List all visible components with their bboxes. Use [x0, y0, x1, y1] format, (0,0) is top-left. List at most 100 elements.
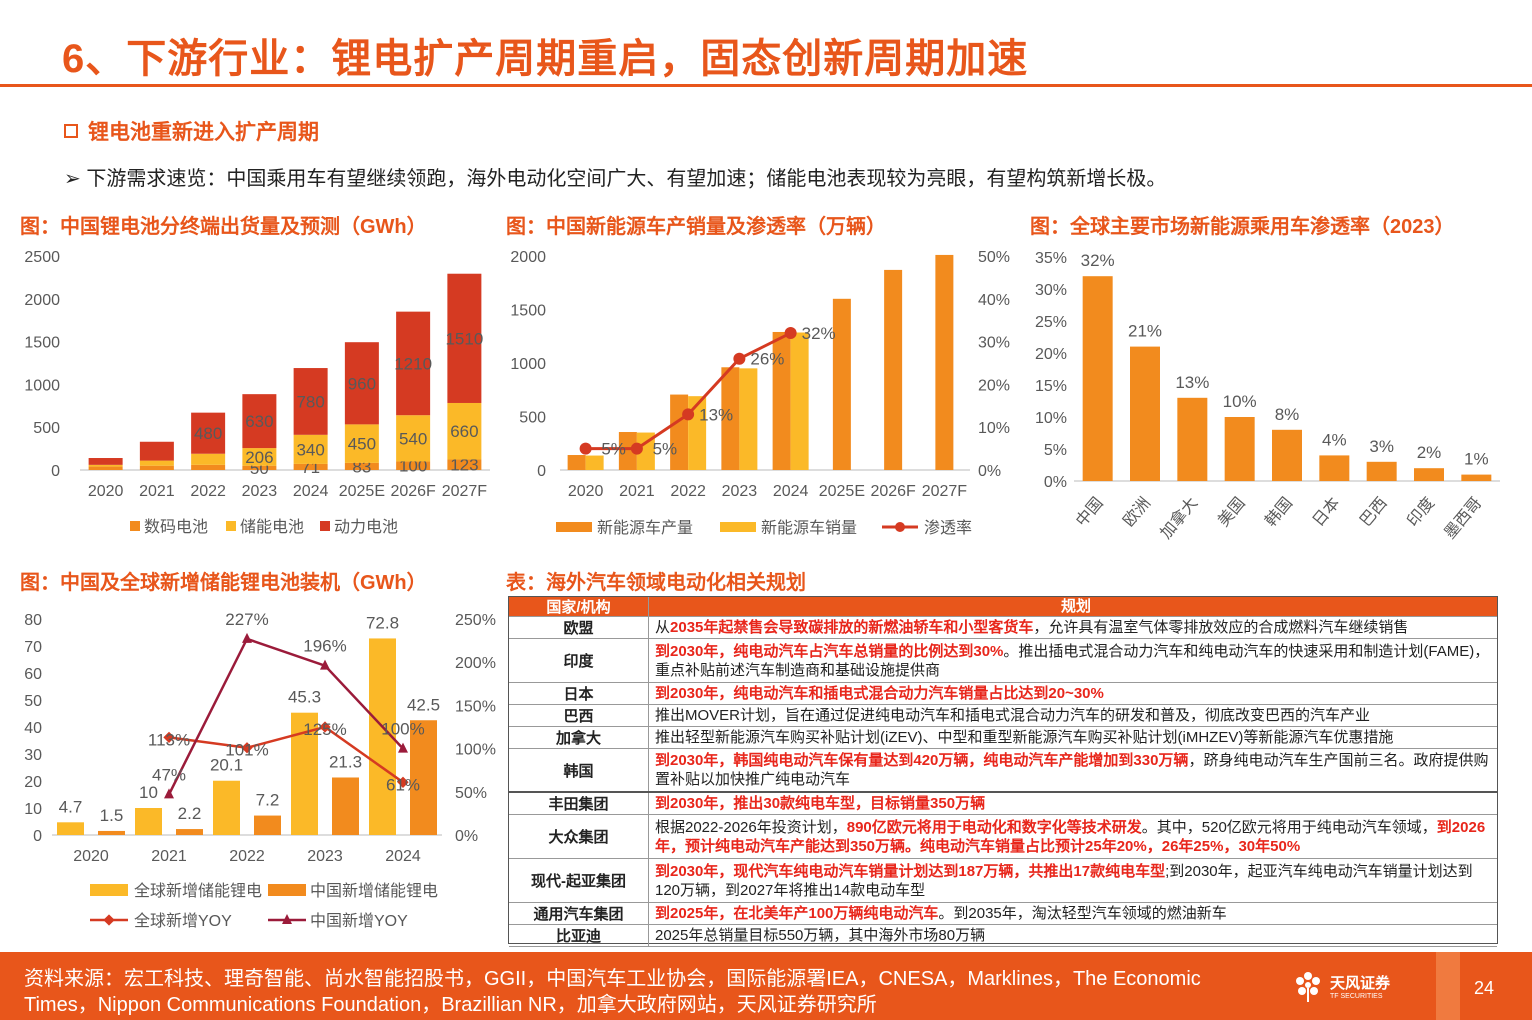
c3-bar-label: 8% [1275, 405, 1300, 424]
table-value-cell: 推出轻型新能源汽车购买补贴计划(iZEV)、中型和重型新能源汽车购买补贴计划(i… [649, 727, 1497, 748]
table-row: 通用汽车集团 到2025年，在北美年产100万辆纯电动汽车。到2035年，淘汰轻型… [509, 903, 1497, 925]
c2-line-label: 32% [802, 324, 836, 343]
c1-ytick: 2000 [24, 292, 60, 309]
c2-bar-production [721, 367, 740, 470]
planning-table: 国家/机构 规划欧盟 从2035年起禁售会导致碳排放的新燃油轿车和小型客货车，允许具… [508, 596, 1498, 947]
c3-xtick: 加拿大 [1156, 493, 1201, 542]
c3-bar [1414, 468, 1444, 481]
c1-xtick: 2025E [339, 483, 385, 500]
c1-bar-2 [293, 368, 328, 435]
c4-bar-china [176, 829, 203, 835]
c1-bar-1 [293, 434, 328, 464]
c3-bar-label: 3% [1369, 437, 1394, 456]
c4-legend-swatch [90, 884, 128, 896]
table-value-cell: 从2035年起禁售会导致碳排放的新燃油轿车和小型客货车，允许具有温室气体零排放效… [649, 617, 1497, 638]
c3-ytick: 35% [1035, 250, 1067, 267]
table-value-cell: 到2025年，在北美年产100万辆纯电动汽车。到2035年，淘汰轻型汽车领域的燃… [649, 903, 1497, 924]
c4-bar-china [254, 815, 281, 835]
table-value-cell: 到2030年，推出30款纯电车型，目标销量350万辆 [649, 793, 1497, 814]
table-text: 推出轻型新能源汽车购买补贴计划(iZEV)、中型和重型新能源汽车购买补贴计划(i… [655, 729, 1394, 746]
c4-y2tick: 0% [455, 828, 478, 845]
table-key-cell: 日本 [509, 683, 649, 704]
c1-bar-label: 450 [348, 435, 376, 454]
table-highlight-text: 到2030年，推出30款纯电车型，目标销量350万辆 [655, 795, 986, 812]
table-header-cell: 规划 [1060, 598, 1091, 615]
table-highlight-text: 到2030年，纯电动汽车占汽车总销量的比例达到30% [655, 642, 1004, 660]
brand-logo: 天风证券 TF SECURITIES [1290, 968, 1390, 1004]
footer-source: 资料来源：宏工科技、理奇智能、尚水智能招股书，GGII，中国汽车工业协会，国际能… [24, 968, 1201, 1016]
c4-ytick: 80 [24, 612, 42, 629]
c3-ytick: 15% [1035, 378, 1067, 395]
c4-legend-label: 全球新增储能锂电 [134, 882, 262, 900]
square-bullet-icon [64, 124, 78, 138]
c2-legend-swatch [556, 522, 592, 532]
c2-xtick: 2022 [670, 483, 706, 500]
c4-xtick: 2024 [385, 848, 421, 865]
c2-line-label: 13% [699, 405, 733, 424]
c2-bar-production [772, 331, 791, 470]
c4-bar-global [135, 808, 162, 835]
c2-bar-production [935, 254, 954, 470]
c3-xtick: 印度 [1404, 494, 1438, 530]
c2-y2tick: 0% [978, 463, 1001, 480]
c1-xtick: 2026F [390, 483, 436, 500]
c1-bar-0 [88, 466, 123, 470]
c2-xtick: 2026F [870, 483, 916, 500]
c2-bar-production [884, 269, 903, 470]
c4-line-marker [397, 776, 409, 788]
c1-bar-0 [396, 461, 431, 470]
c1-bar-2 [139, 441, 174, 461]
c3-ytick: 0% [1044, 474, 1067, 491]
c4-bar-label: 2.2 [178, 804, 202, 823]
c4-ytick: 30 [24, 747, 42, 764]
c3-xtick: 中国 [1072, 494, 1106, 530]
table-key-cell: 加拿大 [509, 727, 649, 748]
c4-y2tick: 50% [455, 785, 487, 802]
c2-xtick: 2021 [619, 483, 655, 500]
c3-xtick: 巴西 [1357, 495, 1391, 530]
c4-global-yoy-line [168, 725, 404, 784]
c3-bar-label: 1% [1464, 450, 1489, 469]
c2-penetration-point [784, 327, 797, 340]
table-header-cell: 国家/机构 [509, 597, 649, 616]
c2-y2tick: 20% [978, 377, 1010, 394]
c4-xtick: 2022 [229, 848, 265, 865]
c2-bar-sales [739, 368, 758, 470]
table-title: 表：海外汽车领域电动化相关规划 [506, 572, 806, 594]
table-header-row: 国家/机构 规划 [509, 597, 1497, 617]
c1-bar-0 [242, 465, 277, 470]
table-highlight-text: 2035年起禁售会导致碳排放的新燃油轿车和小型客货车 [670, 619, 1034, 636]
c1-legend-swatch [130, 521, 140, 531]
table-row: 印度 到2030年，纯电动汽车占汽车总销量的比例达到30%。推出插电式混合动力汽车… [509, 639, 1497, 683]
table-key-cell: 欧盟 [509, 617, 649, 638]
c3-ytick: 25% [1035, 314, 1067, 331]
c1-bar-label: 660 [450, 422, 478, 441]
c4-bar-label: 20.1 [210, 756, 243, 775]
c3-ytick: 5% [1044, 442, 1067, 459]
c2-bar-production [832, 298, 851, 470]
c2-penetration-point [579, 442, 592, 455]
table-row: 欧盟 从2035年起禁售会导致碳排放的新燃油轿车和小型客货车，允许具有温室气体零排… [509, 617, 1497, 639]
table-value-cell: 到2030年，纯电动汽车占汽车总销量的比例达到30%。推出插电式混合动力汽车和纯… [649, 639, 1497, 682]
table-text: 。其中，520亿欧元将用于纯电动汽车领域， [1141, 818, 1437, 836]
c3-xtick: 墨西哥 [1442, 495, 1486, 543]
c1-bar-2 [447, 273, 482, 403]
c1-bar-1 [344, 424, 379, 463]
c1-ytick: 0 [51, 463, 60, 480]
c4-line-marker [241, 742, 253, 754]
c2-y2tick: 40% [978, 292, 1010, 309]
c3-xtick: 日本 [1309, 494, 1343, 530]
table-row: 加拿大 推出轻型新能源汽车购买补贴计划(iZEV)、中型和重型新能源汽车购买补贴计… [509, 727, 1497, 749]
c2-bar-sales [790, 332, 809, 470]
c2-legend-label: 渗透率 [924, 519, 972, 537]
c4-legend-marker [282, 914, 292, 924]
c4-bar-china [332, 777, 359, 835]
c1-bar-label: 206 [245, 448, 273, 467]
table-key-cell: 韩国 [509, 749, 649, 791]
table-key-cell: 通用汽车集团 [509, 903, 649, 924]
c2-bar-production [618, 432, 637, 470]
c2-bar-production [670, 394, 689, 470]
c2-y2tick: 10% [978, 420, 1010, 437]
table-text: ;到2030年，起亚汽车纯电动汽车销量计划达到120万辆，到2027年将推出14… [655, 862, 1473, 899]
c1-bar-label: 123 [450, 456, 478, 475]
